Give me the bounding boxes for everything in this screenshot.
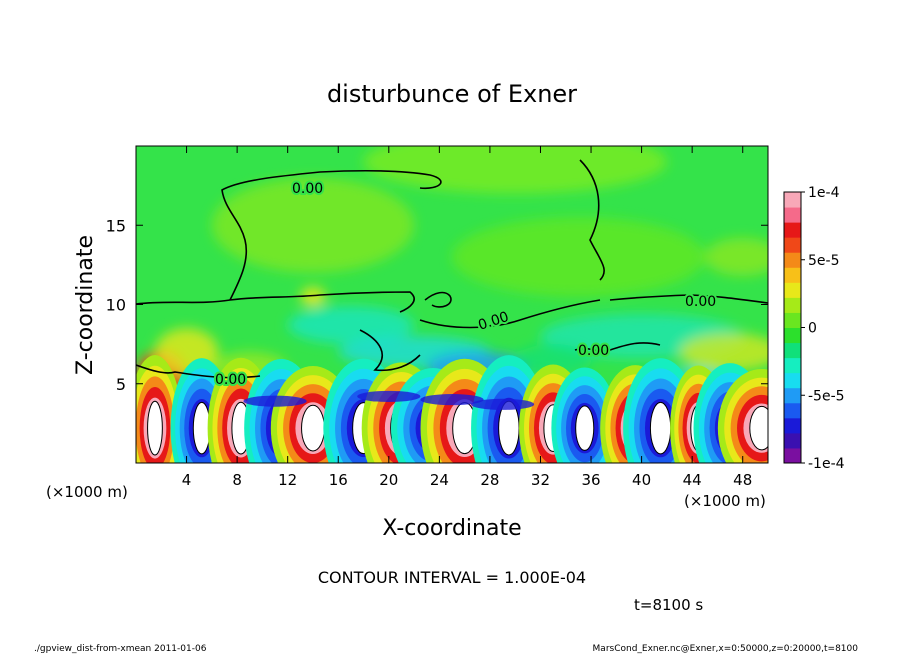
- colorbar-segment: [784, 297, 801, 313]
- field-blob: [452, 217, 705, 297]
- zero-contours: [136, 159, 768, 379]
- x-tick-label: 32: [531, 471, 550, 489]
- contour-interval: CONTOUR INTERVAL = 1.000E-04: [318, 568, 586, 587]
- oscillation-cell-core: [575, 405, 595, 451]
- field-band: [243, 395, 307, 407]
- colorbar-tick-label: -5e-5: [808, 388, 845, 404]
- chart-title: disturbunce of Exner: [327, 80, 577, 108]
- colorbar-segment: [784, 312, 801, 328]
- contour-label: 0.00: [578, 343, 609, 359]
- colorbar-tick-label: -1e-4: [808, 456, 845, 472]
- field-band: [470, 398, 535, 410]
- colorbar-segment: [784, 447, 801, 464]
- oscillation-cell-core: [749, 405, 768, 451]
- x-tick-label: 16: [329, 471, 348, 489]
- x-tick-label: 36: [581, 471, 600, 489]
- field-blob: [363, 146, 667, 194]
- colorbar-segment: [784, 207, 801, 223]
- colorbar-segment: [784, 417, 801, 434]
- colorbar-segment: [784, 342, 801, 359]
- field-blob: [300, 287, 326, 307]
- x-tick-label: 48: [733, 471, 752, 489]
- colorbar-segment: [784, 267, 801, 283]
- colorbar-segment: [784, 432, 801, 449]
- colorbar-segment: [784, 252, 801, 268]
- field-blob: [211, 177, 415, 273]
- colorbar: 1e-4 5e-5 0 -5e-5 -1e-4: [783, 185, 845, 472]
- colorbar-tick-label: 0: [808, 321, 817, 337]
- field-blob: [515, 344, 592, 376]
- oscillation-cell-core: [649, 401, 672, 455]
- time-label: t=8100 s: [634, 596, 703, 614]
- field-oscillation-layer: [136, 355, 768, 463]
- x-tick-label: 8: [232, 471, 242, 489]
- x-tick-label: 24: [430, 471, 449, 489]
- x-tick-label: 20: [379, 471, 398, 489]
- y-axis-label: Z-coordinate: [73, 235, 98, 375]
- y-tick-label: 5: [116, 375, 126, 394]
- contour-label: 0.00: [215, 372, 246, 388]
- x-tick-label: 44: [683, 471, 702, 489]
- x-tick-label: 40: [632, 471, 651, 489]
- colorbar-segment: [784, 282, 801, 298]
- colorbar-segment: [784, 357, 801, 374]
- colorbar-segment: [784, 387, 801, 404]
- colorbar-segment: [784, 237, 801, 253]
- x-tick-label: 4: [182, 471, 192, 489]
- y-tick-label: 15: [106, 216, 126, 235]
- x-unit-right: (×1000 m): [684, 492, 766, 510]
- footer-right: MarsCond_Exner.nc@Exner,x=0:50000,z=0:20…: [593, 644, 859, 654]
- oscillation-cell-core: [301, 404, 325, 452]
- contour-labels: 0.00 0.00 0.00 0.00 0.00: [213, 179, 718, 390]
- field-blob: [704, 237, 768, 276]
- colorbar-segment: [784, 372, 801, 389]
- colorbar-segment: [784, 402, 801, 419]
- colorbar-tick-label: 1e-4: [808, 185, 840, 201]
- x-axis-label: X-coordinate: [382, 516, 521, 541]
- contour-label: 0.00: [292, 181, 323, 197]
- contour-label: 0.00: [685, 294, 716, 310]
- plot-area: 0.00 0.00 0.00 0.00 0.00: [136, 146, 768, 463]
- x-tick-label: 28: [480, 471, 499, 489]
- field-blob: [679, 333, 768, 372]
- oscillation-cell-core: [147, 400, 163, 456]
- field-band: [420, 394, 484, 406]
- y-tick-label: 10: [106, 296, 126, 315]
- colorbar-segment: [784, 222, 801, 238]
- colorbar-tick-label: 5e-5: [808, 253, 839, 269]
- colorbar-segment: [784, 192, 801, 208]
- x-tick-label: 12: [278, 471, 297, 489]
- y-axis: 5 10 15: [106, 216, 768, 394]
- footer-left: ./gpview_dist-from-xmean 2011-01-06: [34, 644, 207, 654]
- x-axis: 4 8 12 16 20 24 28 32 36 40 44 48: [182, 146, 752, 489]
- colorbar-segment: [784, 327, 801, 344]
- field-blob: [287, 306, 415, 345]
- x-unit-left: (×1000 m): [46, 483, 128, 501]
- field-band: [357, 390, 421, 402]
